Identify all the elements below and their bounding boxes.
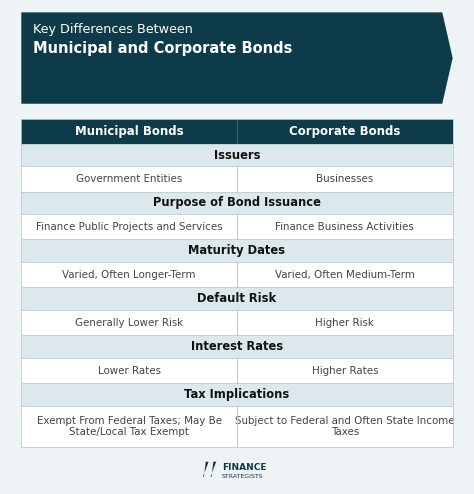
Text: Key Differences Between: Key Differences Between xyxy=(33,23,193,36)
Text: Higher Risk: Higher Risk xyxy=(316,318,374,328)
Text: Issuers: Issuers xyxy=(214,149,260,162)
Text: Businesses: Businesses xyxy=(316,174,374,184)
Text: STRATEGISTS: STRATEGISTS xyxy=(222,474,264,479)
Bar xyxy=(21,383,453,406)
Text: Lower Rates: Lower Rates xyxy=(98,366,161,375)
Text: Default Risk: Default Risk xyxy=(198,292,276,305)
Bar xyxy=(21,119,453,144)
Text: Purpose of Bond Issuance: Purpose of Bond Issuance xyxy=(153,197,321,209)
Text: Maturity Dates: Maturity Dates xyxy=(189,245,285,257)
Text: Municipal Bonds: Municipal Bonds xyxy=(75,124,183,138)
Bar xyxy=(21,240,453,262)
Text: Tax Implications: Tax Implications xyxy=(184,388,290,401)
Text: Finance Business Activities: Finance Business Activities xyxy=(275,222,414,232)
Polygon shape xyxy=(21,12,453,104)
Bar xyxy=(21,310,453,335)
Text: Generally Lower Risk: Generally Lower Risk xyxy=(75,318,183,328)
Text: Exempt From Federal Taxes; May Be
State/Local Tax Exempt: Exempt From Federal Taxes; May Be State/… xyxy=(36,416,222,437)
Polygon shape xyxy=(210,462,216,477)
Bar xyxy=(21,262,453,288)
Text: Interest Rates: Interest Rates xyxy=(191,340,283,353)
Text: Varied, Often Medium-Term: Varied, Often Medium-Term xyxy=(275,270,415,280)
Text: Finance Public Projects and Services: Finance Public Projects and Services xyxy=(36,222,222,232)
Text: Varied, Often Longer-Term: Varied, Often Longer-Term xyxy=(63,270,196,280)
Text: Corporate Bonds: Corporate Bonds xyxy=(289,124,401,138)
Bar xyxy=(21,358,453,383)
Bar xyxy=(21,335,453,358)
Bar xyxy=(21,192,453,214)
Text: Subject to Federal and Often State Income
Taxes: Subject to Federal and Often State Incom… xyxy=(235,416,455,437)
Text: Municipal and Corporate Bonds: Municipal and Corporate Bonds xyxy=(33,41,292,56)
Text: Higher Rates: Higher Rates xyxy=(311,366,378,375)
Text: Government Entities: Government Entities xyxy=(76,174,182,184)
Bar xyxy=(21,144,453,166)
Bar xyxy=(21,406,453,447)
Text: FINANCE: FINANCE xyxy=(222,463,266,472)
Bar xyxy=(21,214,453,240)
Bar xyxy=(21,166,453,192)
Polygon shape xyxy=(203,462,209,477)
Bar xyxy=(21,288,453,310)
